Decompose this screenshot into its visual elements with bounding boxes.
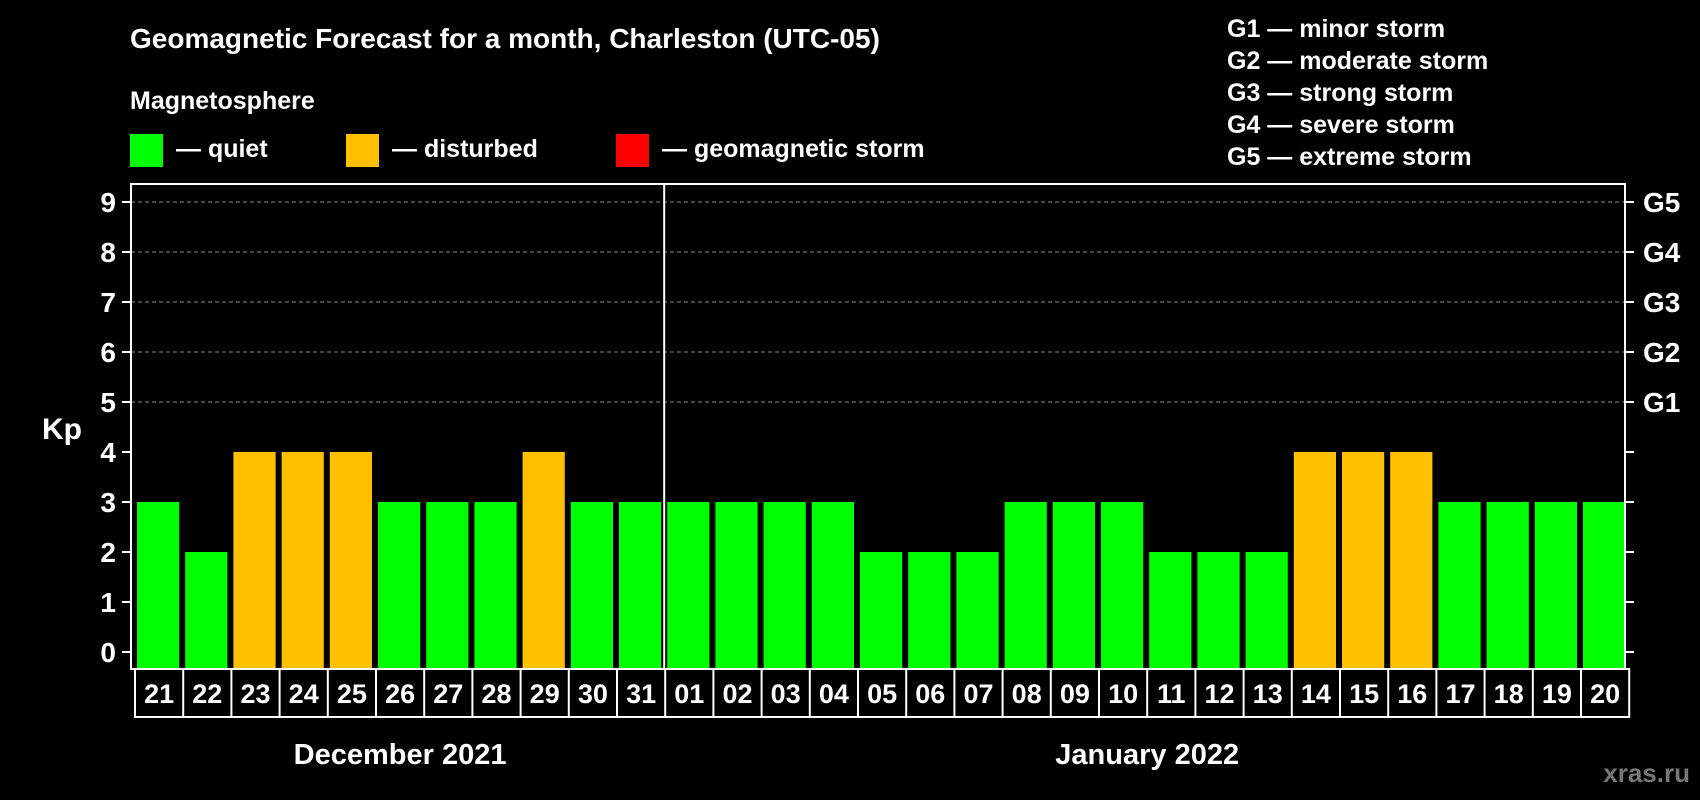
y-tick-label: 6 — [100, 337, 116, 368]
bar-06 — [908, 552, 951, 668]
watermark: xras.ru — [1603, 758, 1690, 788]
y-tick-label: 1 — [100, 587, 116, 618]
g-scale-label: G1 — [1643, 387, 1680, 418]
x-tick-label-20: 20 — [1590, 679, 1620, 709]
storm-level-g3: G3 — strong storm — [1227, 79, 1453, 107]
bar-22 — [185, 552, 228, 668]
x-tick-label-23: 23 — [240, 679, 270, 709]
x-tick-label-28: 28 — [481, 679, 511, 709]
legend-heading: Magnetosphere — [130, 87, 315, 115]
bar-29 — [522, 452, 565, 668]
storm-level-g2: G2 — moderate storm — [1227, 47, 1488, 75]
x-tick-label-18: 18 — [1494, 679, 1524, 709]
x-tick-label-24: 24 — [289, 679, 319, 709]
y-tick-label: 7 — [100, 287, 116, 318]
legend-label-quiet: — quiet — [176, 135, 268, 163]
y-axis-label: Kp — [42, 413, 82, 446]
bar-21 — [137, 502, 180, 668]
x-tick-label-21: 21 — [144, 679, 174, 709]
bar-13 — [1245, 552, 1288, 668]
y-tick-label: 0 — [100, 637, 116, 668]
bar-18 — [1486, 502, 1529, 668]
g-scale-label: G3 — [1643, 287, 1680, 318]
bar-27 — [426, 502, 469, 668]
legend-swatch-storm — [616, 134, 649, 167]
bar-19 — [1534, 502, 1577, 668]
y-tick-label: 3 — [100, 487, 116, 518]
bar-14 — [1293, 452, 1336, 668]
bar-24 — [281, 452, 324, 668]
legend-label-storm: — geomagnetic storm — [662, 135, 925, 163]
bar-17 — [1438, 502, 1481, 668]
x-tick-label-13: 13 — [1253, 679, 1283, 709]
storm-level-g1: G1 — minor storm — [1227, 15, 1445, 43]
x-tick-label-29: 29 — [530, 679, 560, 709]
x-tick-label-04: 04 — [819, 679, 849, 709]
bar-07 — [956, 552, 999, 668]
bar-26 — [378, 502, 421, 668]
x-tick-label-02: 02 — [722, 679, 752, 709]
bar-23 — [233, 452, 276, 668]
bar-01 — [667, 502, 710, 668]
x-tick-label-05: 05 — [867, 679, 897, 709]
bar-20 — [1583, 502, 1626, 668]
bar-03 — [763, 502, 806, 668]
x-tick-label-11: 11 — [1157, 679, 1186, 709]
x-tick-label-27: 27 — [433, 679, 463, 709]
legend-label-disturbed: — disturbed — [392, 135, 538, 163]
month-label-1: January 2022 — [1055, 739, 1239, 771]
bar-08 — [1004, 502, 1047, 668]
bar-11 — [1149, 552, 1192, 668]
y-tick-label: 2 — [100, 537, 116, 568]
x-tick-label-19: 19 — [1542, 679, 1572, 709]
x-tick-label-30: 30 — [578, 679, 608, 709]
x-tick-label-03: 03 — [771, 679, 801, 709]
g-scale-label: G2 — [1643, 337, 1680, 368]
y-tick-label: 4 — [100, 437, 116, 468]
bar-04 — [811, 502, 854, 668]
bar-09 — [1052, 502, 1095, 668]
g-scale-label: G5 — [1643, 187, 1680, 218]
bar-02 — [715, 502, 758, 668]
x-tick-label-17: 17 — [1445, 679, 1475, 709]
x-tick-label-06: 06 — [915, 679, 945, 709]
x-tick-label-01: 01 — [674, 679, 704, 709]
x-tick-label-09: 09 — [1060, 679, 1090, 709]
bar-30 — [570, 502, 613, 668]
bar-31 — [619, 502, 662, 668]
storm-level-g4: G4 — severe storm — [1227, 111, 1455, 139]
bar-25 — [329, 452, 372, 668]
bar-16 — [1390, 452, 1433, 668]
y-tick-label: 9 — [100, 187, 116, 218]
x-tick-label-26: 26 — [385, 679, 415, 709]
x-tick-label-15: 15 — [1349, 679, 1379, 709]
bar-28 — [474, 502, 517, 668]
legend-swatch-quiet — [130, 134, 163, 167]
bar-15 — [1342, 452, 1385, 668]
x-tick-label-25: 25 — [337, 679, 367, 709]
bar-12 — [1197, 552, 1240, 668]
x-tick-label-14: 14 — [1301, 679, 1331, 709]
y-tick-label: 8 — [100, 237, 116, 268]
x-tick-label-10: 10 — [1108, 679, 1138, 709]
x-tick-label-22: 22 — [192, 679, 222, 709]
x-axis-cell-row — [134, 668, 1631, 718]
bar-10 — [1101, 502, 1144, 668]
storm-level-g5: G5 — extreme storm — [1227, 143, 1472, 171]
bar-05 — [860, 552, 903, 668]
chart-title: Geomagnetic Forecast for a month, Charle… — [130, 23, 880, 54]
x-tick-label-16: 16 — [1397, 679, 1427, 709]
x-tick-label-07: 07 — [963, 679, 993, 709]
month-label-0: December 2021 — [294, 739, 507, 771]
legend-swatch-disturbed — [346, 134, 379, 167]
x-tick-label-12: 12 — [1204, 679, 1234, 709]
x-tick-label-08: 08 — [1012, 679, 1042, 709]
g-scale-label: G4 — [1643, 237, 1681, 268]
x-tick-label-31: 31 — [626, 679, 656, 709]
y-tick-label: 5 — [100, 387, 116, 418]
